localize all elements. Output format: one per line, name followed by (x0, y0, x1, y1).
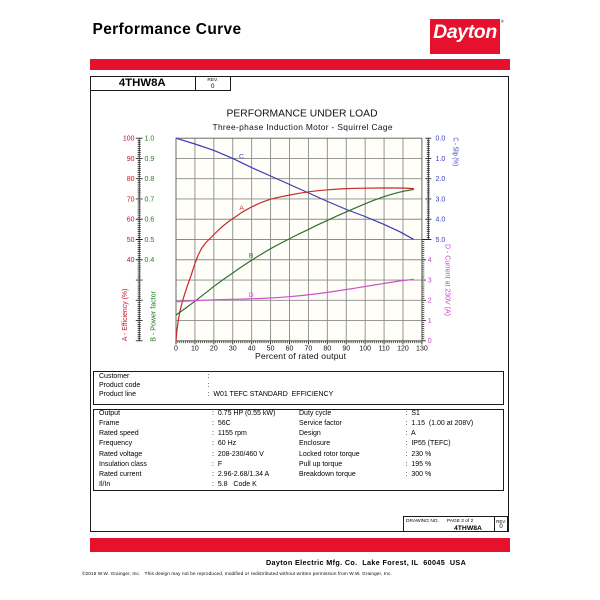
svg-text:Percent of rated output: Percent of rated output (255, 351, 347, 361)
svg-text:0.0: 0.0 (436, 136, 446, 143)
svg-text:2: 2 (428, 298, 432, 305)
svg-text:50: 50 (127, 237, 135, 244)
svg-text:10: 10 (191, 346, 199, 353)
svg-text:B: B (249, 253, 254, 260)
svg-text:Three-phase Induction Motor -: Three-phase Induction Motor - Squirrel C… (213, 122, 393, 132)
svg-text:60: 60 (286, 346, 294, 353)
svg-text:5.0: 5.0 (436, 237, 446, 244)
svg-text:40: 40 (248, 346, 256, 353)
svg-text:70: 70 (305, 346, 313, 353)
svg-text:D - Current at 230V (A): D - Current at 230V (A) (444, 244, 451, 316)
svg-text:100: 100 (123, 136, 135, 143)
svg-text:50: 50 (267, 346, 275, 353)
svg-text:1.0: 1.0 (145, 136, 155, 143)
svg-text:0: 0 (174, 346, 178, 353)
svg-text:1.0: 1.0 (436, 156, 446, 163)
svg-text:20: 20 (210, 346, 218, 353)
svg-text:C: C (239, 154, 244, 161)
svg-text:60: 60 (127, 217, 135, 224)
svg-text:A: A (239, 205, 244, 212)
svg-text:30: 30 (229, 346, 237, 353)
svg-text:0: 0 (428, 338, 432, 345)
svg-text:A - Efficiency (%): A - Efficiency (%) (122, 289, 129, 342)
svg-text:3: 3 (428, 277, 432, 284)
svg-text:110: 110 (378, 346, 389, 353)
svg-text:80: 80 (323, 346, 331, 353)
svg-text:90: 90 (342, 346, 350, 353)
svg-text:80: 80 (127, 176, 135, 183)
svg-text:2.0: 2.0 (436, 176, 446, 183)
svg-text:3.0: 3.0 (436, 196, 446, 203)
svg-text:4: 4 (428, 257, 432, 264)
svg-text:100: 100 (359, 346, 371, 353)
svg-text:130: 130 (416, 346, 428, 353)
svg-text:PERFORMANCE UNDER LOAD: PERFORMANCE UNDER LOAD (227, 109, 378, 120)
svg-text:4.0: 4.0 (436, 217, 446, 224)
svg-text:0.6: 0.6 (145, 217, 155, 224)
svg-text:70: 70 (127, 196, 135, 203)
svg-text:C - Slip (%): C - Slip (%) (451, 138, 458, 167)
svg-text:0.5: 0.5 (145, 237, 155, 244)
svg-text:0.9: 0.9 (145, 156, 155, 163)
svg-text:90: 90 (127, 156, 135, 163)
svg-text:B - Power factor: B - Power factor (149, 290, 158, 341)
svg-text:0.8: 0.8 (145, 176, 155, 183)
svg-text:0.7: 0.7 (145, 196, 155, 203)
svg-text:0.4: 0.4 (145, 257, 155, 264)
svg-text:40: 40 (127, 257, 135, 264)
svg-text:D: D (249, 292, 254, 299)
svg-text:120: 120 (397, 346, 409, 353)
svg-text:1: 1 (428, 318, 432, 325)
